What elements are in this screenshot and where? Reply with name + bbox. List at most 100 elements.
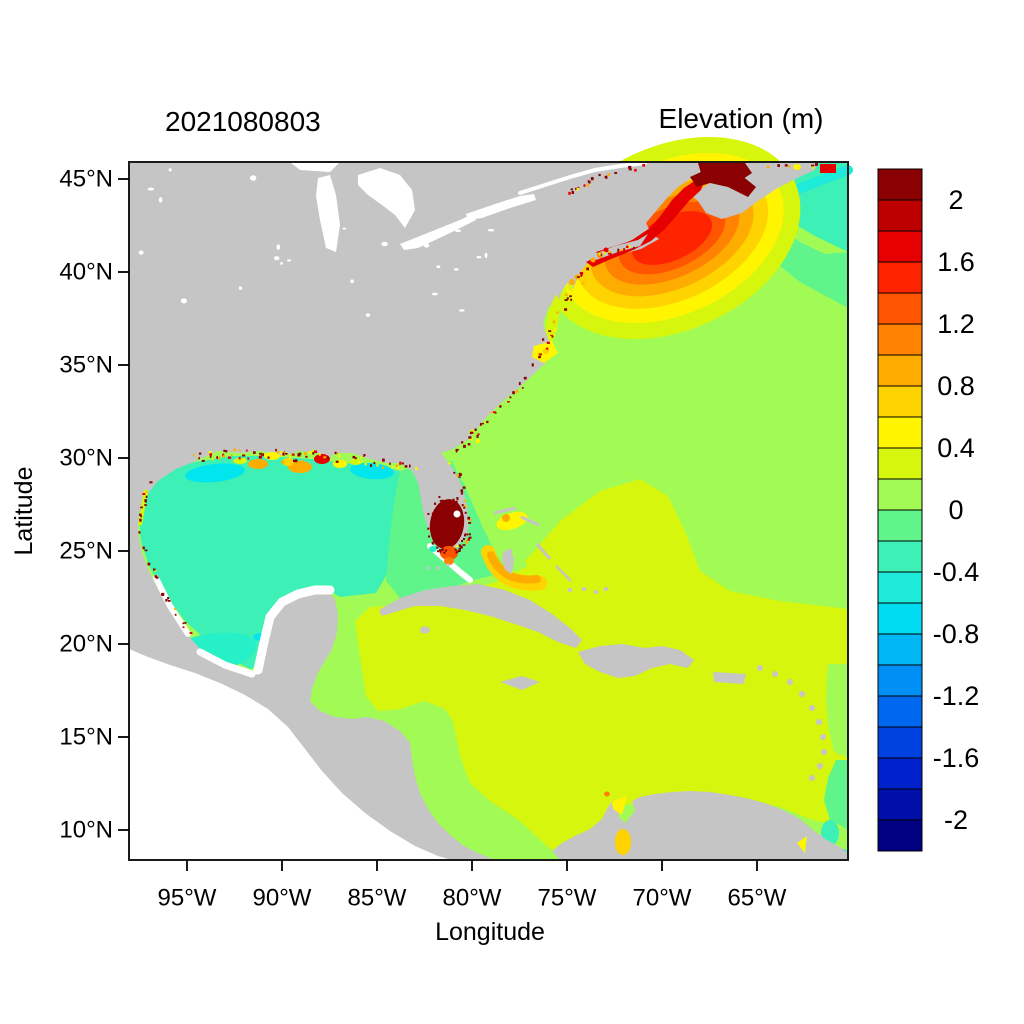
nodata-small-lake xyxy=(280,261,283,265)
nodata-small-lake xyxy=(436,265,441,269)
speckle-mexico-coast xyxy=(182,622,185,625)
speckle-st-lawrence xyxy=(587,184,590,187)
colorbar-cell xyxy=(877,788,923,821)
colorbar-cell xyxy=(877,416,923,449)
speckle-gulf-coast xyxy=(399,461,402,465)
speckle-gulf-coast xyxy=(281,454,283,457)
ocean-gulf-of-maine-ring xyxy=(631,211,713,265)
y-tick-label: 10°N xyxy=(59,817,113,844)
nodata-small-lake xyxy=(350,279,354,284)
speckle-gulf-coast xyxy=(238,449,241,452)
speckle-florida-east xyxy=(462,544,466,546)
speckle-gulf-coast xyxy=(312,449,314,453)
land-lesser-antilles xyxy=(772,671,778,677)
speckle-mexico-coast xyxy=(168,600,171,602)
speckle-st-lawrence xyxy=(588,180,591,184)
nodata-yucatan-margin xyxy=(253,585,335,675)
speckle-gulf-coast xyxy=(298,452,302,455)
speckle-east-coast xyxy=(556,311,559,314)
nodata-lake-michigan xyxy=(316,175,340,252)
nodata-small-lake xyxy=(249,175,257,181)
speckle-gulf-coast xyxy=(208,451,212,454)
colorbar-tick-label: 0 xyxy=(948,495,963,525)
speckle-east-coast xyxy=(564,299,568,301)
nodata-small-lake xyxy=(147,187,155,191)
speckle-east-coast xyxy=(523,376,527,380)
speckle-texas-coast xyxy=(144,500,147,503)
speckle-gulf-coast xyxy=(291,453,295,456)
speckle-east-coast xyxy=(512,391,515,395)
speckle-gulf-coast xyxy=(245,449,248,452)
speckle-gulf-coast xyxy=(258,455,262,459)
land-bahama-islet xyxy=(555,565,572,582)
colorbar-cell xyxy=(877,819,923,852)
speckle-florida-east xyxy=(455,545,459,548)
speckle-gulf-coast xyxy=(294,459,298,463)
speckle-gulf-coast xyxy=(401,462,404,465)
colorbar-tick-label: -1.2 xyxy=(933,681,980,711)
colorbar-cell xyxy=(877,540,923,573)
speckle-florida-east xyxy=(458,476,461,478)
speckle-st-lawrence xyxy=(577,186,580,189)
ocean-lake-maracaibo xyxy=(615,829,631,855)
colorbar-cell xyxy=(877,292,923,325)
speckle-st-lawrence xyxy=(583,184,586,187)
speckle-everglades xyxy=(431,512,434,515)
speckle-everglades xyxy=(461,540,463,542)
ocean-gulf-marsh-patch xyxy=(288,461,312,473)
speckle-florida-east xyxy=(467,516,470,520)
speckle-gulf-coast xyxy=(247,457,250,460)
speckle-east-coast xyxy=(518,382,521,386)
speckle-texas-coast xyxy=(139,518,142,522)
land-lesser-antilles xyxy=(787,679,793,685)
speckle-florida-east xyxy=(462,486,466,489)
land-cuba xyxy=(379,584,582,648)
speckle-long-island-shore xyxy=(623,248,626,251)
ocean-bay-of-fundy xyxy=(698,163,752,181)
speckle-everglades xyxy=(459,545,462,548)
speckle-long-island-shore xyxy=(633,246,635,250)
speckle-texas-coast xyxy=(144,549,148,552)
speckle-maritimes xyxy=(784,164,788,167)
speckle-gulf-coast xyxy=(373,461,376,464)
y-tick-label: 40°N xyxy=(59,259,113,286)
ocean-whitewater-teal xyxy=(429,546,437,552)
speckle-texas-coast xyxy=(142,493,146,495)
nodata-small-lake xyxy=(158,197,163,203)
colorbar-cell xyxy=(877,664,923,697)
ocean-se-corner-spring xyxy=(824,760,848,830)
speckle-gulf-coast xyxy=(293,459,297,463)
nodata-small-lake xyxy=(487,228,495,232)
land-bahama-islet xyxy=(567,588,573,592)
speckle-st-lawrence xyxy=(628,165,632,169)
speckle-gulf-coast xyxy=(196,456,199,459)
speckle-everglades xyxy=(443,551,446,554)
speckle-gulf-coast xyxy=(262,453,264,457)
nodata-small-lake xyxy=(454,229,462,233)
speckle-everglades xyxy=(464,511,467,514)
speckle-gulf-coast xyxy=(364,463,367,466)
speckle-texas-coast xyxy=(145,492,148,496)
speckle-florida-east xyxy=(465,541,469,544)
speckle-gulf-coast xyxy=(230,454,233,457)
x-tick-label: 65°W xyxy=(728,885,787,912)
speckle-florida-east xyxy=(453,471,456,474)
land-lesser-antilles xyxy=(820,734,826,740)
plot-title-date: 2021080803 xyxy=(165,106,321,137)
speckle-st-lawrence xyxy=(571,191,574,194)
speckle-gulf-coast xyxy=(277,451,279,454)
nodata-small-lake xyxy=(168,168,172,172)
speckle-st-lawrence xyxy=(568,191,571,195)
speckle-east-coast xyxy=(515,389,519,393)
nodata-lake-huron xyxy=(358,168,415,228)
land-bahama-islet xyxy=(603,587,609,591)
speckle-east-coast xyxy=(548,330,552,332)
nodata-small-lake xyxy=(453,268,459,271)
speckle-gulf-coast xyxy=(354,457,357,460)
speckle-mexico-coast xyxy=(189,632,193,634)
speckle-east-coast xyxy=(470,431,474,434)
speckle-everglades xyxy=(456,550,459,553)
nodata-small-lake xyxy=(326,207,333,210)
speckle-gulf-coast xyxy=(281,460,285,464)
